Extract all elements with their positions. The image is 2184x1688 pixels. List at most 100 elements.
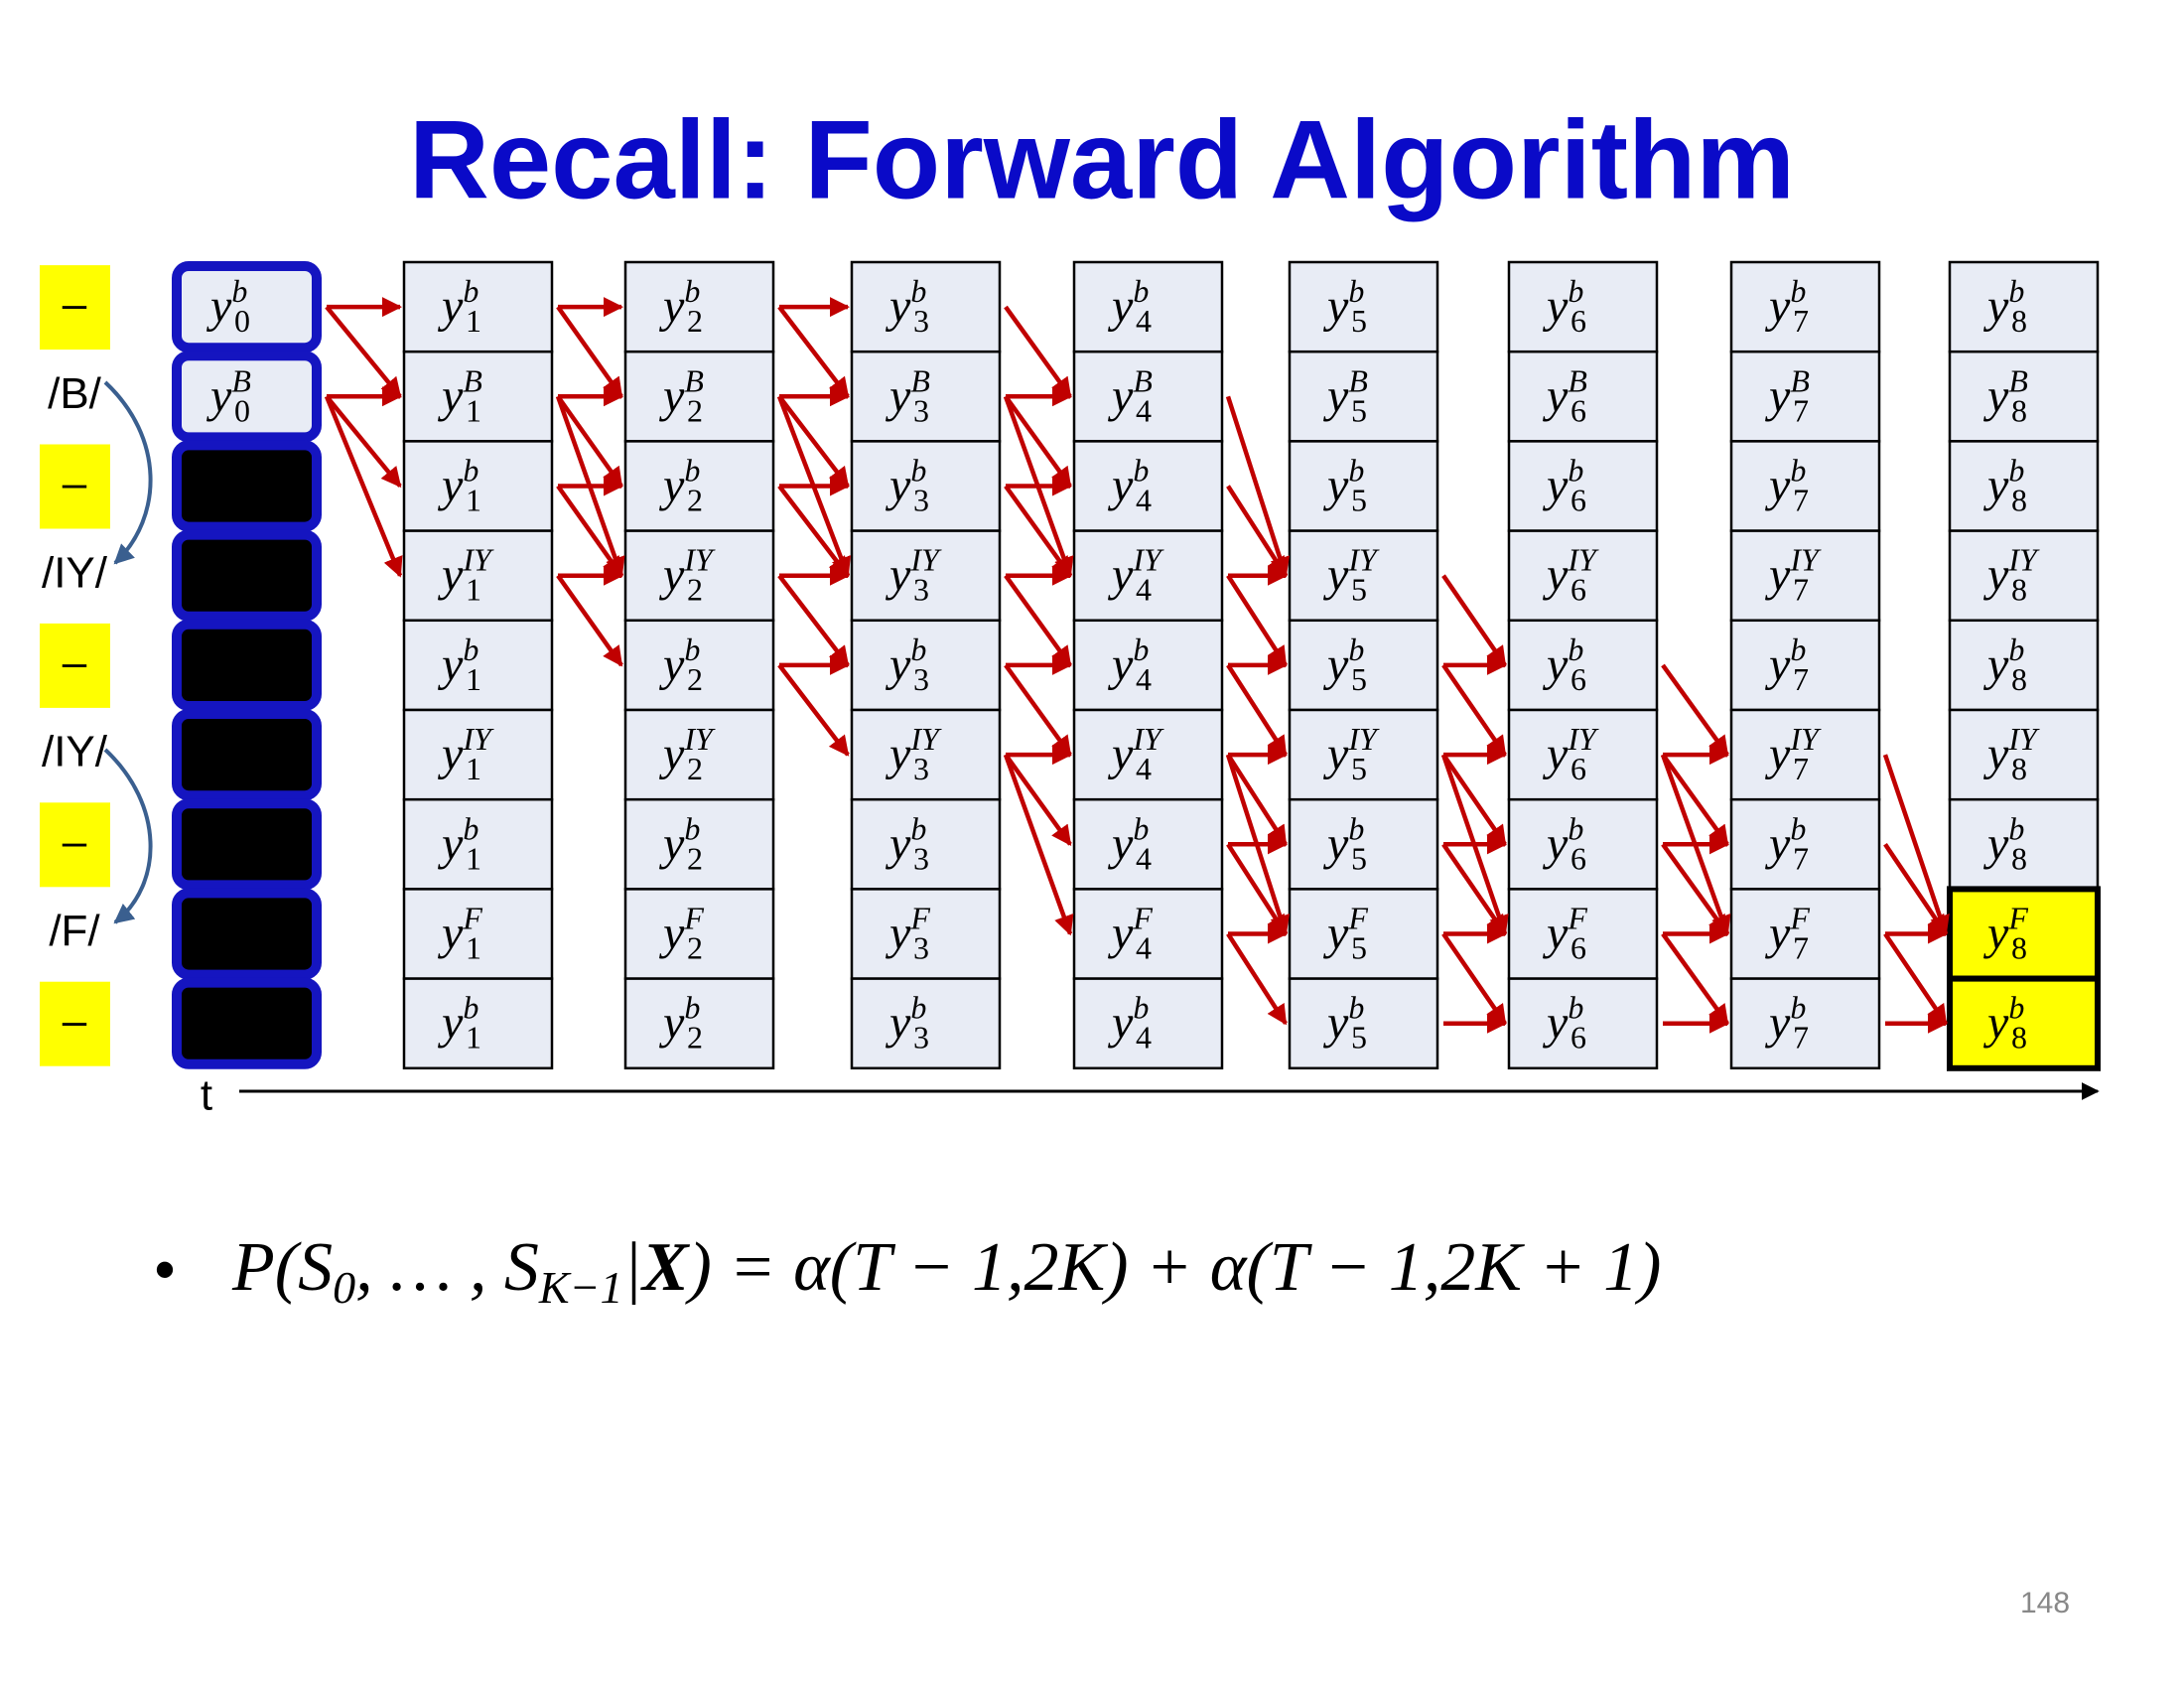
cell-label: yIY 3 (885, 542, 942, 608)
cell-base: y (1764, 728, 1791, 780)
cell-sup: IY (1789, 721, 1822, 757)
cell-base: y (1764, 280, 1791, 333)
transition-arrow (1004, 485, 1072, 578)
cell-base: y (1982, 369, 2009, 422)
cell-sub: 6 (1570, 841, 1586, 877)
transition-arrow (556, 485, 623, 578)
cell-sup: IY (1347, 721, 1380, 757)
cell-sup: B (1348, 363, 1368, 399)
transition-arrow (1882, 754, 1950, 936)
label-box (40, 981, 110, 1066)
cell-label: yb 4 (1107, 811, 1152, 877)
cell-label: yb 4 (1107, 990, 1152, 1055)
cell (1729, 797, 1881, 891)
cell-label: yIY 5 (1322, 721, 1380, 786)
cell-sub: 4 (1136, 841, 1152, 877)
cell-base: y (1107, 280, 1134, 333)
cell (1072, 888, 1224, 980)
cell-sup: b (910, 990, 926, 1026)
cell-sub: 2 (687, 303, 703, 339)
cell-label: yb 7 (1764, 273, 1809, 339)
cell-sup: b (910, 811, 926, 847)
cell (850, 797, 1002, 891)
cell-label: yB 0 (205, 363, 251, 429)
transition-arrow (1661, 663, 1729, 757)
cell-label: yb 2 (658, 273, 703, 339)
cell (1729, 619, 1881, 712)
cell (623, 708, 775, 801)
transition-arrow (1441, 932, 1507, 1026)
cell-base: y (885, 369, 911, 422)
cell-sub: 2 (687, 841, 703, 877)
cell-sub: 5 (1351, 1020, 1367, 1055)
cell (1072, 440, 1224, 532)
cell-base: y (1764, 638, 1791, 691)
cell-sup: F (2007, 901, 2028, 936)
cell-sup: B (910, 363, 930, 399)
cell (1729, 529, 1881, 623)
cell-sub: 7 (1793, 393, 1809, 429)
cell (402, 619, 554, 712)
cell-label: yb 5 (1322, 273, 1367, 339)
cell (1729, 888, 1881, 980)
start-cell (172, 261, 322, 353)
cell-sup: b (1568, 273, 1583, 309)
cell-base: y (1107, 728, 1134, 780)
cell-sub: 1 (466, 751, 481, 786)
cell (1072, 529, 1224, 623)
cell-sup: B (463, 363, 482, 399)
cell-label: yb 2 (658, 990, 703, 1055)
cell-sub: 3 (913, 393, 929, 429)
cell (402, 440, 554, 532)
cell-base: y (1107, 908, 1134, 960)
cell-label: yb 2 (658, 811, 703, 877)
cell-sub: 5 (1351, 483, 1367, 518)
hidden-cell (172, 619, 322, 711)
transition-arrow (1226, 574, 1288, 667)
hidden-cell (172, 977, 322, 1069)
cell-label: yIY 2 (658, 721, 716, 786)
cell-sup: b (1133, 453, 1149, 489)
cell (623, 440, 775, 532)
cell-label: yIY 1 (437, 721, 494, 786)
cell-base: y (885, 638, 911, 691)
cell-label: yB 5 (1322, 363, 1368, 429)
cell-base: y (1322, 908, 1349, 960)
cell-base: y (1542, 460, 1569, 512)
title: Recall: Forward Algorithm (409, 98, 1795, 222)
cell-sup: F (909, 901, 930, 936)
cell-base: y (1107, 460, 1134, 512)
cell-sup: b (2008, 273, 2024, 309)
cell-base: y (437, 728, 464, 780)
cell-sup: B (1790, 363, 1810, 399)
cell-base: y (1542, 638, 1569, 691)
cell (623, 529, 775, 623)
start-cell (172, 351, 322, 443)
cell-base: y (1764, 997, 1791, 1050)
label-box (40, 623, 110, 708)
cell-sub: 8 (2011, 661, 2027, 697)
hidden-cell (172, 440, 322, 532)
cell-sup: b (463, 990, 478, 1026)
cell-sub: 6 (1570, 393, 1586, 429)
transition-arrow (325, 394, 402, 489)
cell-sub: 4 (1136, 483, 1152, 518)
cell-sup: b (910, 632, 926, 667)
cell-sup: b (463, 632, 478, 667)
cell-sup: F (1347, 901, 1368, 936)
cell-base: y (437, 997, 464, 1050)
cell-label: yF 4 (1107, 901, 1153, 966)
cell-label: yIY 6 (1542, 542, 1599, 608)
cell (402, 888, 554, 980)
cell-base: y (1542, 908, 1569, 960)
cell-sup: F (1567, 901, 1587, 936)
cell-sub: 5 (1351, 393, 1367, 429)
cell-sub: 3 (913, 841, 929, 877)
cell-sub: 7 (1793, 661, 1809, 697)
transition-arrow (777, 485, 850, 578)
cell-sup: IY (462, 721, 494, 757)
cell-base: y (885, 908, 911, 960)
cell-sub: 4 (1136, 303, 1152, 339)
